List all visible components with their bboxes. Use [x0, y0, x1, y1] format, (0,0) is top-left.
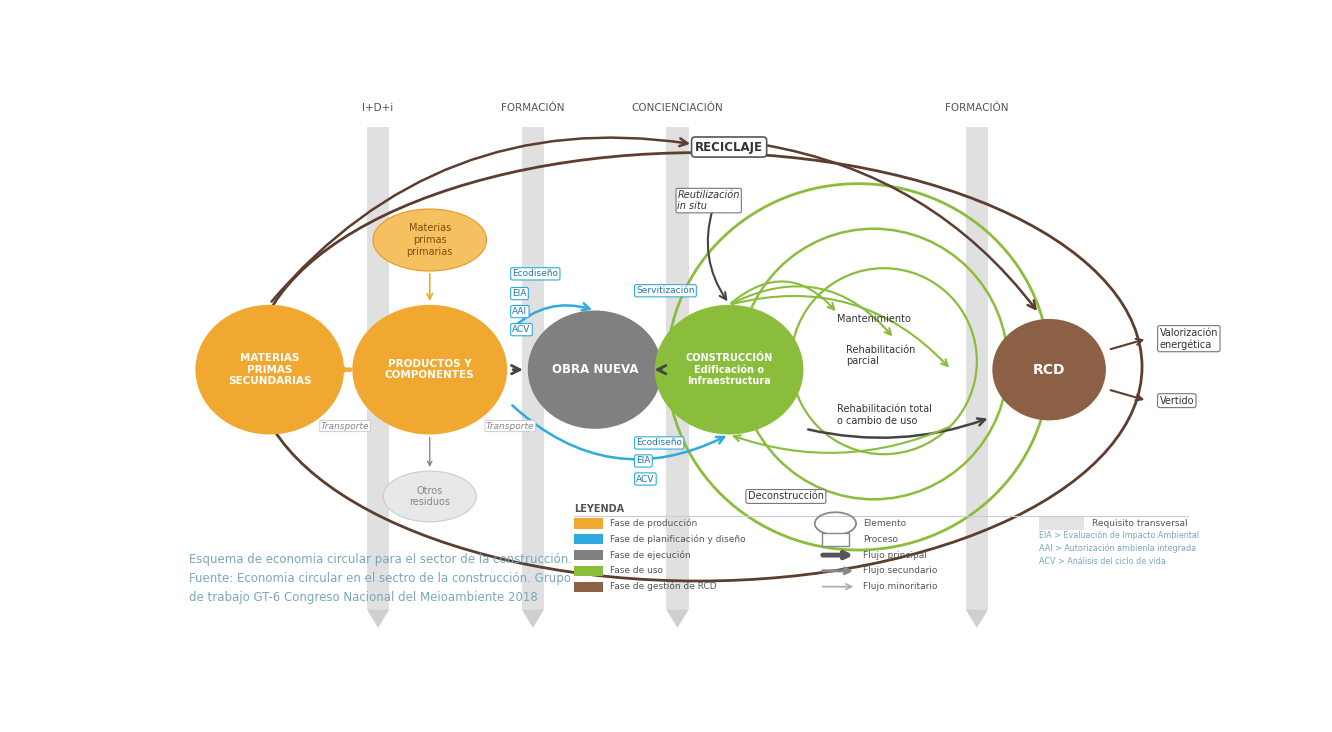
Text: Flujo secundario: Flujo secundario — [863, 567, 938, 575]
Text: I+D+i: I+D+i — [362, 103, 394, 113]
Text: Fase de gestión de RCD: Fase de gestión de RCD — [610, 582, 717, 591]
Text: Deconstrucción: Deconstrucción — [747, 491, 825, 501]
Text: ACV: ACV — [513, 325, 530, 334]
Bar — [574, 582, 603, 591]
Text: Valorización
energética: Valorización energética — [1160, 327, 1217, 350]
Text: Rehabilitación total
o cambio de uso: Rehabilitación total o cambio de uso — [838, 404, 932, 425]
Text: AAI: AAI — [513, 307, 527, 316]
Circle shape — [384, 471, 477, 522]
Bar — [966, 127, 988, 609]
Bar — [574, 518, 603, 529]
Ellipse shape — [196, 305, 344, 435]
Circle shape — [373, 209, 486, 271]
Text: ACV: ACV — [637, 474, 654, 484]
Text: Transporte: Transporte — [321, 422, 369, 430]
Text: Rehabilitación
parcial: Rehabilitación parcial — [846, 345, 915, 367]
Text: Elemento: Elemento — [863, 519, 907, 528]
Text: Esquema de economia circular para el sector de la construcción.
Fuente: Economia: Esquema de economia circular para el sec… — [189, 553, 573, 604]
Text: Reutilización
in situ: Reutilización in situ — [678, 190, 739, 212]
Text: FORMACIÓN: FORMACIÓN — [501, 103, 565, 113]
Text: Vertido: Vertido — [1160, 396, 1193, 406]
Bar — [666, 127, 689, 609]
Text: Flujo principal: Flujo principal — [863, 550, 927, 559]
Bar — [574, 534, 603, 545]
Bar — [366, 127, 389, 609]
Text: Requisito transversal: Requisito transversal — [1092, 519, 1188, 528]
Text: Flujo minoritario: Flujo minoritario — [863, 582, 938, 591]
Text: Fase de planificación y diseño: Fase de planificación y diseño — [610, 534, 746, 544]
Text: MATERIAS
PRIMAS
SECUNDARIAS: MATERIAS PRIMAS SECUNDARIAS — [228, 353, 312, 386]
Text: Ecodiseño: Ecodiseño — [513, 269, 558, 278]
Polygon shape — [366, 609, 389, 628]
Text: EIA: EIA — [637, 457, 650, 466]
Bar — [522, 127, 545, 609]
Text: FORMACIÓN: FORMACIÓN — [946, 103, 1008, 113]
Text: ACV > Análisis del ciclo de vida: ACV > Análisis del ciclo de vida — [1039, 557, 1166, 567]
Bar — [822, 533, 848, 545]
Text: LEYENDA: LEYENDA — [574, 504, 625, 514]
Bar — [1039, 517, 1084, 530]
Text: Materias
primas
primarias: Materias primas primarias — [406, 223, 453, 257]
Ellipse shape — [655, 305, 803, 435]
Text: Otros
residuos: Otros residuos — [409, 485, 450, 507]
Text: EIA > Evaluación de Impacto Ambiental: EIA > Evaluación de Impacto Ambiental — [1039, 530, 1199, 539]
Polygon shape — [666, 609, 689, 628]
Polygon shape — [522, 609, 545, 628]
Bar — [574, 550, 603, 560]
Text: AAI > Autorización ambienla integrada: AAI > Autorización ambienla integrada — [1039, 544, 1196, 553]
Text: PRODUCTOS Y
COMPONENTES: PRODUCTOS Y COMPONENTES — [385, 359, 474, 381]
Text: Fase de producción: Fase de producción — [610, 519, 698, 529]
Ellipse shape — [527, 310, 662, 429]
Ellipse shape — [992, 319, 1106, 420]
Text: Fase de uso: Fase de uso — [610, 567, 663, 575]
Text: RECICLAJE: RECICLAJE — [695, 141, 763, 154]
Text: Servitización: Servitización — [637, 286, 695, 295]
Polygon shape — [966, 609, 988, 628]
Text: CONSTRUCCIÓN
Edificación o
Infraestructura: CONSTRUCCIÓN Edificación o Infraestructu… — [686, 353, 773, 386]
Ellipse shape — [352, 305, 507, 435]
Bar — [574, 566, 603, 576]
Text: CONCIENCIACIÓN: CONCIENCIACIÓN — [631, 103, 723, 113]
Text: RCD: RCD — [1032, 362, 1066, 377]
Text: Mantenimiento: Mantenimiento — [838, 314, 911, 324]
Text: Transporte: Transporte — [486, 422, 534, 430]
Text: EIA: EIA — [513, 289, 526, 298]
Text: OBRA NUEVA: OBRA NUEVA — [551, 363, 638, 376]
Text: Proceso: Proceso — [863, 535, 898, 544]
Text: Fase de ejecución: Fase de ejecución — [610, 550, 691, 560]
Text: Ecodiseño: Ecodiseño — [637, 438, 682, 447]
